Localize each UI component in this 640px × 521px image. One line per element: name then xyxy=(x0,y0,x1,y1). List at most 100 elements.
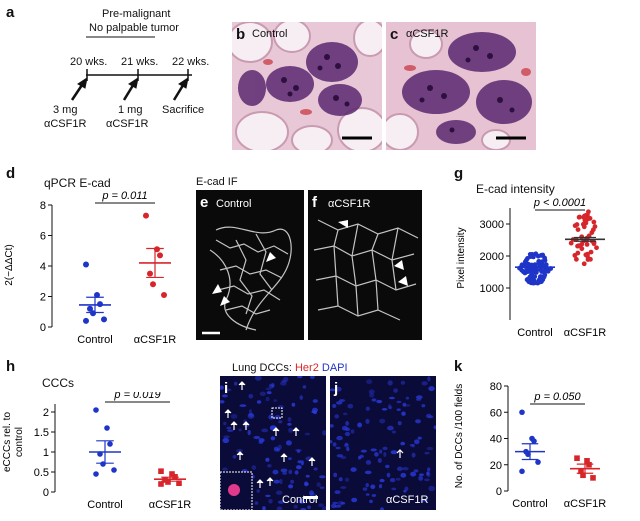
y-tick-label: 3000 xyxy=(480,219,504,231)
panel-label-e: e xyxy=(200,194,209,211)
dose-2-drug: αCSF1R xyxy=(106,118,149,130)
data-point-control xyxy=(107,441,113,447)
data-point-treated xyxy=(588,249,594,255)
data-point-treated xyxy=(574,455,580,461)
if-control-texture xyxy=(202,226,292,335)
data-point-control xyxy=(93,407,99,413)
data-point-control xyxy=(83,261,89,268)
he-treated-image: c αCSF1R xyxy=(386,22,536,150)
data-point-treated xyxy=(161,291,167,298)
data-point-treated xyxy=(592,224,598,229)
data-point-treated xyxy=(591,219,597,225)
data-point-control xyxy=(104,425,110,431)
data-point-control xyxy=(542,272,548,278)
chart-g-ylabel: Pixel intensity xyxy=(456,227,467,288)
data-point-treated xyxy=(572,252,578,258)
chart-h-ylabel-2: control xyxy=(14,427,25,457)
data-point-treated xyxy=(576,214,582,220)
he-control-image: b Control xyxy=(232,22,382,150)
y-tick-label: 0 xyxy=(43,487,49,499)
data-point-control xyxy=(94,291,100,298)
lung-scale-bar xyxy=(304,496,318,499)
lung-control-texture xyxy=(220,376,326,510)
panel-label-d: d xyxy=(6,165,16,182)
chart-h: eCCCs rel. to control 0 0.5 1 1.5 2 Control αC… xyxy=(2,392,191,511)
data-point-treated xyxy=(575,227,581,233)
timeline-week-20: 20 wks. xyxy=(70,56,108,68)
data-point-treated xyxy=(157,252,163,259)
p-value-label: p < 0.0001 xyxy=(533,197,586,209)
chart-d-ylabel: 2(−ΔΔCt) xyxy=(4,244,15,285)
y-tick-label: 1.5 xyxy=(34,427,49,439)
data-point-treated xyxy=(176,480,182,486)
data-point-treated xyxy=(594,245,599,251)
data-point-control xyxy=(538,267,544,273)
chart-d-title: qPCR E-cad xyxy=(44,176,111,190)
data-point-control xyxy=(539,259,545,265)
if-treated-label: αCSF1R xyxy=(328,198,371,210)
y-tick-label: 60 xyxy=(490,407,502,419)
panel-label-g: g xyxy=(454,165,464,182)
y-tick-label: 6 xyxy=(40,231,46,243)
data-point-control xyxy=(535,459,541,465)
ecad-if-header: E-cad IF xyxy=(196,176,238,188)
data-point-treated xyxy=(143,212,149,219)
data-point-control xyxy=(533,280,539,286)
y-tick-label: 80 xyxy=(490,381,502,393)
data-point-treated xyxy=(150,281,156,288)
data-point-control xyxy=(93,471,99,477)
data-point-treated xyxy=(575,243,580,249)
data-point-treated xyxy=(584,458,590,464)
panel-label-j: j xyxy=(334,380,339,397)
chart-g-title: E-cad intensity xyxy=(476,182,555,196)
data-point-treated xyxy=(147,270,153,277)
data-point-treated xyxy=(590,475,596,481)
x-category-label: Control xyxy=(77,334,112,346)
x-category-label: αCSF1R xyxy=(564,498,606,510)
if-treated-texture xyxy=(313,219,419,321)
data-point-treated xyxy=(158,468,164,474)
panel-label-k: k xyxy=(454,358,463,375)
data-point-control xyxy=(519,409,525,416)
y-tick-label: 0 xyxy=(40,322,46,334)
data-point-treated xyxy=(574,222,580,227)
data-point-control xyxy=(101,316,107,323)
lung-dccs-prefix: Lung DCCs: xyxy=(232,362,295,374)
dose-1-drug: αCSF1R xyxy=(44,118,87,130)
data-point-control xyxy=(525,451,531,458)
panel-label-f: f xyxy=(312,194,317,211)
data-point-treated xyxy=(568,240,574,246)
data-point-control xyxy=(538,278,544,284)
timeline-week-21: 21 wks. xyxy=(121,56,159,68)
data-point-treated xyxy=(586,209,591,215)
panel-label-i: i xyxy=(224,380,229,397)
panel-label-a: a xyxy=(6,4,15,21)
data-point-treated xyxy=(580,472,586,479)
if-treated-image: f αCSF1R xyxy=(308,190,422,340)
y-tick-label: 8 xyxy=(40,200,46,212)
sacrifice-label: Sacrifice xyxy=(162,104,205,116)
x-category-label: αCSF1R xyxy=(134,334,176,346)
dose-2-amount: 1 mg xyxy=(118,104,143,116)
data-point-treated xyxy=(169,471,175,477)
data-point-treated xyxy=(162,477,168,483)
data-point-control xyxy=(521,269,526,275)
panel-label-h: h xyxy=(6,358,16,375)
data-point-treated xyxy=(582,218,588,223)
data-point-control xyxy=(111,467,117,473)
chart-h-ylabel-1: eCCCs rel. to xyxy=(2,412,13,472)
dapi-nuclei xyxy=(330,376,436,510)
p-value-label: p = 0.011 xyxy=(101,190,147,202)
data-point-control xyxy=(529,276,535,282)
data-point-treated xyxy=(578,468,584,475)
if-control-label: Control xyxy=(216,198,252,210)
data-point-treated xyxy=(581,261,587,267)
p-value-label: p = 0.019 xyxy=(113,392,160,401)
panel-label-b: b xyxy=(236,26,246,43)
data-point-treated xyxy=(584,242,590,247)
data-point-treated xyxy=(591,239,597,245)
data-point-control xyxy=(531,438,537,444)
y-tick-label: 4 xyxy=(40,261,46,273)
data-point-treated xyxy=(158,481,164,487)
data-point-control xyxy=(523,257,529,263)
